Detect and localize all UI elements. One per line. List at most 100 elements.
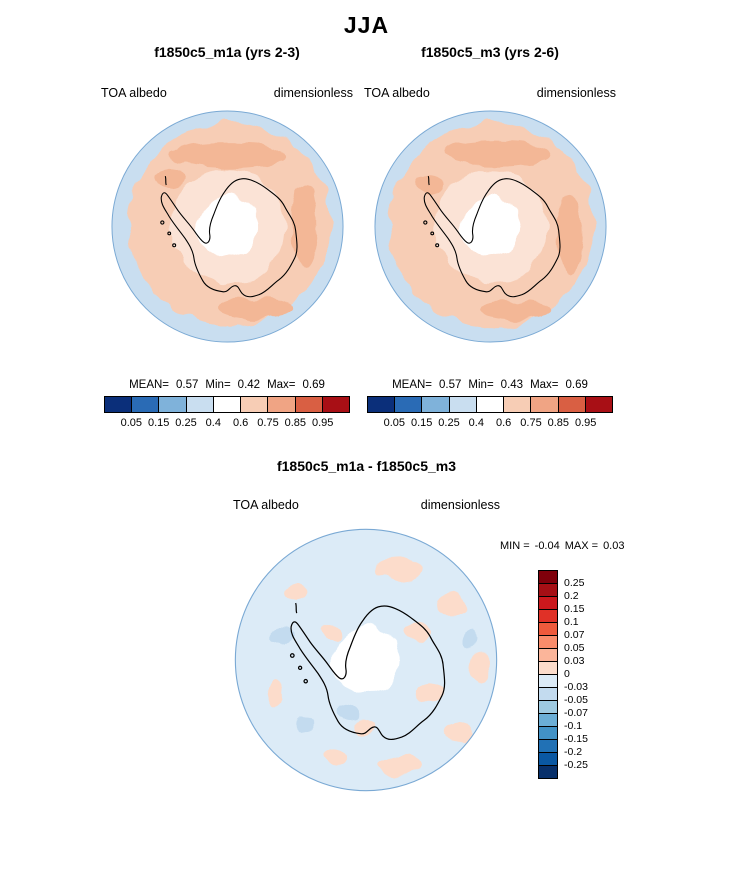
- panel-m3-map-wrap: [362, 108, 618, 345]
- colorbar-tick-label: 0.15: [410, 417, 433, 429]
- colorbar-segment: [368, 397, 396, 412]
- units-label: dimensionless: [273, 86, 353, 100]
- colorbar-tick-label: 0.2: [564, 590, 579, 602]
- colorbar-segment: [186, 397, 214, 412]
- panel-m1a-var-row: TOA albedo dimensionless: [99, 86, 355, 100]
- colorbar-tick-label: 0.03: [564, 655, 585, 667]
- colorbar-segment: [539, 623, 557, 636]
- colorbar-tick-label: -0.05: [564, 694, 588, 706]
- colorbar-tick-label: -0.1: [564, 720, 583, 732]
- max-label: MAX =: [564, 540, 599, 552]
- colorbar-segment: [531, 397, 559, 412]
- colorbar-tick-label: 0.07: [564, 629, 585, 641]
- polar-map-m1a: [110, 110, 344, 343]
- h-colorbar: [367, 396, 613, 413]
- max-value: 0.69: [302, 379, 325, 391]
- colorbar-segment: [558, 397, 586, 412]
- colorbar-tick-label: 0.15: [147, 417, 170, 429]
- v-colorbar-labels: 0.25 0.2 0.15 0.1 0.07 0.05 0.03 0 -0.03 -0.05 -0.…: [564, 570, 614, 778]
- units-label: dimensionless: [420, 498, 500, 512]
- map-boundary-circle: [110, 110, 344, 343]
- page-title: JJA: [343, 12, 390, 38]
- colorbar-tick-label: 0.05: [120, 417, 143, 429]
- min-value: -0.04: [534, 540, 560, 552]
- colorbar-tick-label: 0.75: [257, 417, 279, 429]
- diff-panel-title: f1850c5_m1a - f1850c5_m3: [276, 458, 457, 474]
- h-colorbar-ticks: 0.05 0.15 0.25 0.4 0.6 0.75 0.85 0.95: [367, 417, 613, 431]
- mean-label: MEAN=: [129, 379, 170, 391]
- colorbar-segment: [539, 597, 557, 610]
- diff-var-row: TOA albedo dimensionless: [233, 498, 500, 512]
- units-label: dimensionless: [536, 86, 616, 100]
- colorbar-segment: [539, 688, 557, 701]
- panel-m3-colorbar-wrap: 0.05 0.15 0.25 0.4 0.6 0.75 0.85 0.95: [362, 396, 618, 431]
- colorbar-tick-label: 0.4: [468, 417, 484, 429]
- colorbar-tick-label: 0.6: [233, 417, 249, 429]
- panel-m3-title: f1850c5_m3 (yrs 2-6): [421, 44, 559, 60]
- colorbar-tick-label: 0.05: [383, 417, 406, 429]
- colorbar-tick-label: -0.07: [564, 707, 588, 719]
- colorbar-segment: [539, 753, 557, 766]
- h-colorbar: [104, 396, 350, 413]
- panel-m3-var-row: TOA albedo dimensionless: [362, 86, 618, 100]
- colorbar-tick-label: 0.95: [574, 417, 597, 429]
- colorbar-segment: [449, 397, 477, 412]
- colorbar-segment: [539, 584, 557, 597]
- polar-map-m3: [373, 110, 607, 343]
- colorbar-segment: [504, 397, 532, 412]
- colorbar-tick-label: 0.75: [520, 417, 542, 429]
- colorbar-segment: [539, 649, 557, 662]
- panel-m1a-map-wrap: [99, 108, 355, 345]
- colorbar-segment: [268, 397, 296, 412]
- colorbar-segment: [476, 397, 505, 412]
- panel-m1a: f1850c5_m1a (yrs 2-3) TOA albedo dimensi…: [99, 44, 355, 431]
- colorbar-tick-label: -0.25: [564, 759, 588, 771]
- panel-m1a-stats: MEAN= 0.57 Min= 0.42 Max= 0.69: [99, 379, 355, 391]
- v-colorbar: [538, 570, 558, 779]
- colorbar-tick-label: 0.25: [564, 577, 585, 589]
- colorbar-segment: [539, 636, 557, 649]
- colorbar-segment: [105, 397, 133, 412]
- min-label: MIN =: [500, 540, 530, 552]
- colorbar-tick-label: -0.15: [564, 733, 588, 745]
- mean-value: 0.57: [439, 379, 462, 391]
- colorbar-segment: [132, 397, 160, 412]
- colorbar-segment: [539, 571, 557, 584]
- max-label: Max=: [267, 379, 296, 391]
- colorbar-segment: [539, 714, 557, 727]
- colorbar-segment: [539, 740, 557, 753]
- colorbar-tick-label: 0.6: [496, 417, 512, 429]
- colorbar-segment: [539, 766, 557, 778]
- min-label: Min=: [205, 379, 231, 391]
- colorbar-segment: [159, 397, 187, 412]
- colorbar-segment: [213, 397, 242, 412]
- map-boundary-circle: [234, 528, 498, 792]
- colorbar-segment: [539, 675, 557, 688]
- variable-label: TOA albedo: [233, 498, 299, 512]
- polar-map-diff: [234, 528, 498, 792]
- colorbar-segment: [539, 610, 557, 623]
- colorbar-tick-label: -0.03: [564, 681, 588, 693]
- h-colorbar-ticks: 0.05 0.15 0.25 0.4 0.6 0.75 0.85 0.95: [104, 417, 350, 431]
- colorbar-tick-label: 0.15: [564, 603, 585, 615]
- colorbar-segment: [241, 397, 269, 412]
- mean-label: MEAN=: [392, 379, 433, 391]
- colorbar-segment: [395, 397, 423, 412]
- colorbar-tick-label: 0.4: [205, 417, 221, 429]
- map-boundary-circle: [373, 110, 607, 343]
- diff-anomaly-patches: [265, 557, 492, 774]
- max-value: 0.03: [603, 540, 625, 552]
- max-value: 0.69: [565, 379, 588, 391]
- colorbar-tick-label: 0.25: [438, 417, 460, 429]
- colorbar-segment: [539, 727, 557, 740]
- panel-m1a-title: f1850c5_m1a (yrs 2-3): [154, 44, 300, 60]
- mean-value: 0.57: [176, 379, 199, 391]
- min-label: Min=: [468, 379, 494, 391]
- diff-map-wrap: [232, 526, 500, 799]
- variable-label: TOA albedo: [101, 86, 167, 100]
- colorbar-tick-label: 0.1: [564, 616, 579, 628]
- panel-m3: f1850c5_m3 (yrs 2-6) TOA albedo dimensio…: [362, 44, 618, 431]
- colorbar-tick-label: 0.85: [547, 417, 570, 429]
- min-value: 0.43: [500, 379, 524, 391]
